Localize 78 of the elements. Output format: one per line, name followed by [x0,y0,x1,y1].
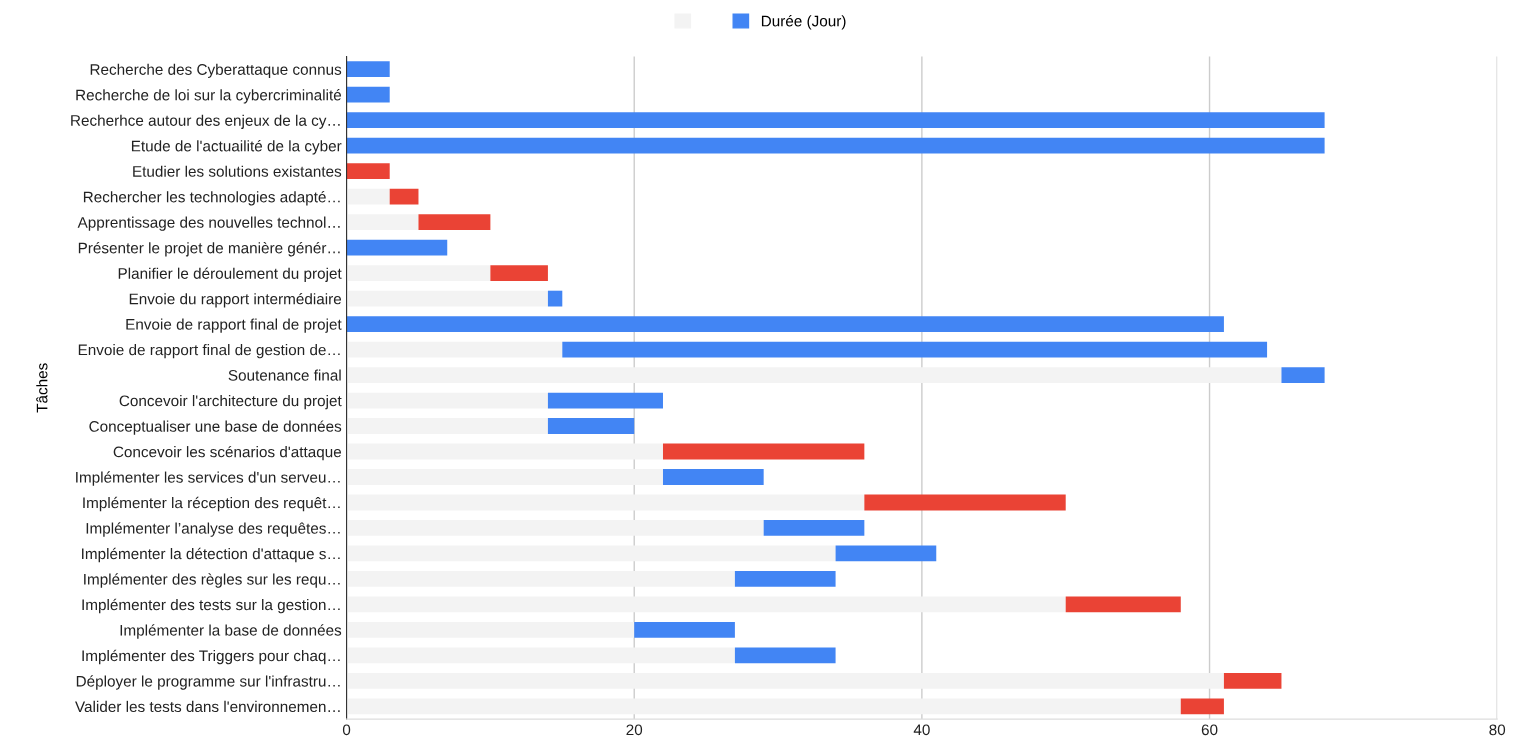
bar [547,392,663,409]
bar [346,418,548,434]
bar [547,418,635,434]
y-tick-label: Apprentissage des nouvelles technol… [77,216,340,231]
bar [662,443,865,460]
bar [662,469,764,485]
legend-label: Durée (Jour) [761,15,846,30]
y-tick-label: Recherche de loi sur la cybercriminalité [76,89,342,104]
x-tick-label: 20 [626,724,643,736]
bar [547,290,563,307]
y-tick-label: Concevoir les scénarios d'attaque [113,445,342,461]
bar [346,698,1181,715]
bar [346,520,764,536]
bar [346,316,1224,332]
bar [1281,367,1325,383]
y-tick-label: Envoie de rapport final de gestion de… [78,344,340,359]
y-tick-label: Implémenter des règles sur les requ… [84,573,340,588]
bar [1065,596,1181,613]
x-tick-label: 60 [1201,724,1218,736]
bar [346,545,836,562]
y-tick-label: Conceptualiser une base de données [89,420,342,435]
bar [346,622,635,638]
bar [346,188,390,205]
x-tick-label: 40 [913,724,930,736]
y-tick-label: Présenter le projet de manière génér… [78,242,340,257]
bar [346,647,735,664]
y-tick-label: Soutenance final [228,369,341,381]
y-axis-title: Tâches [36,363,48,413]
bar [346,61,390,78]
bar [346,494,865,511]
bar [346,571,735,587]
bar [634,622,735,638]
bar [346,392,548,409]
y-tick-label: Envoie du rapport intermédiaire [129,292,342,308]
x-tick-label: 0 [342,724,351,736]
bar [346,265,491,282]
bar [490,265,548,282]
bar [763,520,865,536]
bar [346,469,663,485]
y-tick-label: Planifier le déroulement du projet [118,267,342,282]
bar [346,672,1224,689]
bar [346,341,563,358]
bar [1223,672,1282,689]
y-tick-label: Etudier les solutions existantes [133,165,342,177]
bar [346,86,390,103]
y-tick-label: Implémenter la réception des requêt… [83,496,340,512]
bar [346,137,1325,154]
x-tick-label: 80 [1489,724,1506,736]
bar [734,647,836,664]
bar [389,188,419,205]
y-tick-label: Etude de l'actuailité de la cyber [131,140,342,155]
y-tick-label: Valider les tests dans l'environnemen… [75,700,340,713]
y-tick-label: Déployer le programme sur l'infrastru… [76,675,340,690]
bar [346,163,390,180]
bar [346,596,1066,613]
bar [346,239,448,256]
y-tick-label: Implémenter la base de données [120,624,342,639]
y-tick-label: Implémenter l’analyse des requêtes… [86,522,340,537]
bar [734,571,836,587]
bar [1180,698,1224,715]
bar [346,367,1282,383]
y-tick-label: Concevoir l'architecture du projet [119,395,342,410]
bar [346,290,548,307]
y-tick-label: Implémenter la détection d'attaque s… [82,547,340,563]
y-tick-label: Implémenter les services d'un serveu… [76,471,340,486]
bar [835,545,937,562]
bar [346,214,419,231]
y-tick-label: Rechercher les technologies adapté… [83,191,340,206]
y-tick-label: Recherhce autour des enjeux de la cy… [71,114,340,129]
bar [418,214,491,231]
bar [346,443,663,460]
bar [346,112,1325,129]
y-tick-label: Recherche des Cyberattaque connus [90,63,342,78]
y-tick-label: Implémenter des tests sur la gestion… [82,598,340,614]
bar [562,341,1268,358]
y-tick-label: Envoie de rapport final de projet [126,318,342,333]
bar [864,494,1066,511]
y-tick-label: Implémenter des Triggers pour chaq… [82,649,340,665]
